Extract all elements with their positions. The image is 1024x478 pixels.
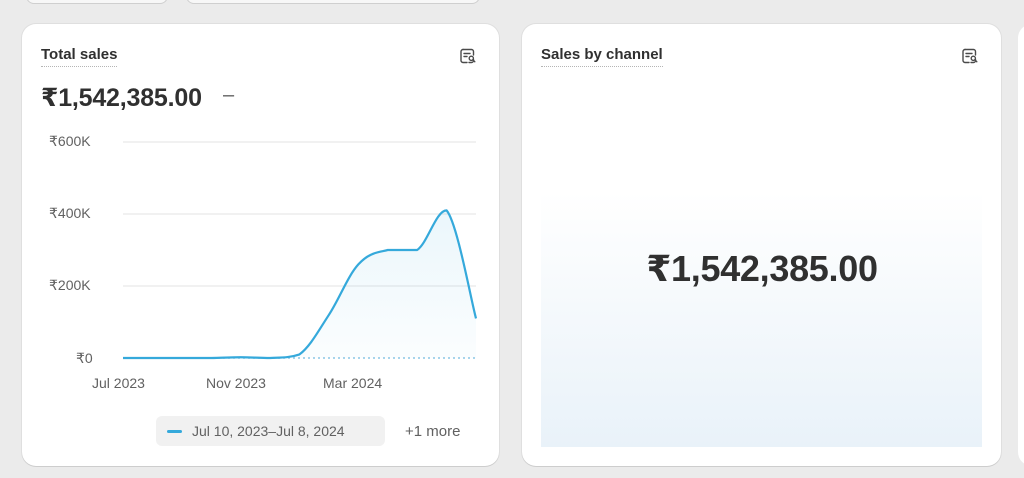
- top-control-left[interactable]: [26, 0, 168, 4]
- total-sales-card: Total sales ₹1,542,385.00 – ₹600K ₹400K …: [22, 24, 499, 466]
- data-point[interactable]: [443, 206, 451, 214]
- comparison-indicator: –: [223, 84, 235, 106]
- legend-item[interactable]: Jul 10, 2023–Jul 8, 2024: [156, 416, 385, 446]
- y-tick-label: ₹200K: [49, 277, 91, 293]
- next-card-edge: [1018, 24, 1024, 466]
- top-control-right[interactable]: [186, 0, 480, 4]
- data-point[interactable]: [237, 353, 245, 361]
- y-tick-label: ₹400K: [49, 205, 91, 221]
- y-tick-label: ₹600K: [49, 133, 91, 149]
- data-point[interactable]: [119, 354, 127, 362]
- data-point[interactable]: [266, 354, 274, 362]
- x-tick-label: Mar 2024: [323, 375, 383, 391]
- card-title[interactable]: Sales by channel: [541, 46, 663, 67]
- total-sales-value: ₹1,542,385.00: [41, 84, 202, 112]
- legend-more-button[interactable]: +1 more: [405, 423, 461, 440]
- data-point[interactable]: [472, 314, 480, 322]
- data-point[interactable]: [384, 246, 392, 254]
- x-tick-label: Jul 2023: [92, 375, 145, 391]
- x-tick-label: Nov 2023: [206, 375, 266, 391]
- y-tick-label: ₹0: [76, 350, 93, 366]
- series-line: [123, 209, 478, 360]
- explore-report-icon[interactable]: [960, 46, 980, 66]
- data-point[interactable]: [148, 354, 156, 362]
- data-point[interactable]: [296, 350, 304, 358]
- series-area: [123, 210, 476, 358]
- sales-by-channel-value: ₹1,542,385.00: [646, 248, 878, 289]
- channel-chart-area: [541, 192, 982, 447]
- sales-by-channel-card: Sales by channel ₹1,542,385.00: [522, 24, 1001, 466]
- legend-label: Jul 10, 2023–Jul 8, 2024: [192, 423, 345, 439]
- legend-swatch: [167, 430, 182, 433]
- data-point[interactable]: [354, 260, 362, 268]
- explore-report-icon[interactable]: [458, 46, 478, 66]
- total-sales-line-chart[interactable]: [22, 24, 499, 466]
- data-point[interactable]: [178, 354, 186, 362]
- data-point[interactable]: [207, 354, 215, 362]
- card-title[interactable]: Total sales: [41, 46, 118, 67]
- data-point[interactable]: [325, 311, 333, 319]
- data-point[interactable]: [413, 246, 421, 254]
